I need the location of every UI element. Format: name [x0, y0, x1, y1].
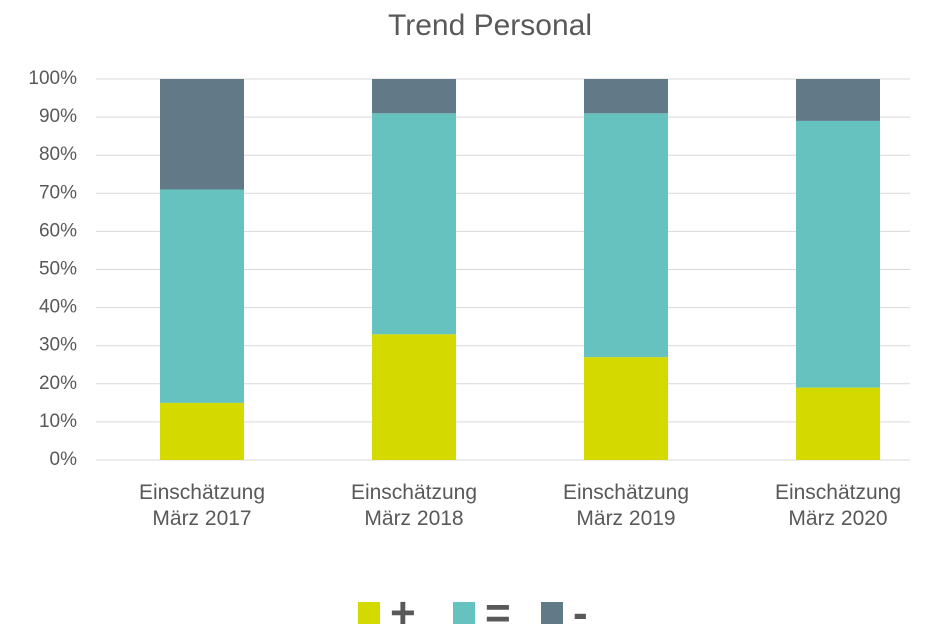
- y-tick-label: 10%: [39, 411, 77, 432]
- bar-segment: [796, 120, 880, 388]
- y-tick-label: 100%: [28, 68, 77, 89]
- bar-segment: [160, 79, 244, 190]
- bar-segment: [584, 79, 668, 114]
- bar-segment: [584, 113, 668, 358]
- bar-segment: [796, 79, 880, 121]
- legend-label: =: [485, 589, 511, 633]
- x-tick-label: Einschätzung März 2020: [774, 481, 902, 530]
- legend-swatch: [358, 602, 380, 624]
- y-tick-label: 20%: [39, 373, 77, 394]
- bar-segment: [160, 402, 244, 460]
- x-tick-label: Einschätzung März 2019: [562, 481, 690, 530]
- y-tick-label: 0%: [50, 449, 78, 470]
- legend-swatch: [453, 602, 475, 624]
- y-tick-label: 70%: [39, 182, 77, 203]
- bar-segment: [372, 79, 456, 114]
- legend-swatch: [541, 602, 563, 624]
- y-tick-label: 50%: [39, 259, 77, 280]
- bar-segment: [796, 387, 880, 460]
- y-tick-label: 80%: [39, 144, 77, 165]
- x-tick-label: Einschätzung März 2018: [350, 481, 478, 530]
- y-tick-label: 60%: [39, 220, 77, 241]
- bar-segment: [584, 357, 668, 460]
- legend-label: -: [573, 589, 588, 633]
- x-tick-label: Einschätzung März 2017: [138, 481, 266, 530]
- y-tick-label: 40%: [39, 297, 77, 318]
- legend-label: +: [390, 589, 416, 633]
- bar-segment: [372, 334, 456, 460]
- y-tick-label: 30%: [39, 335, 77, 356]
- bar-segment: [372, 113, 456, 335]
- chart-title: Trend Personal: [388, 9, 592, 42]
- y-tick-label: 90%: [39, 106, 77, 127]
- bar-segment: [160, 189, 244, 403]
